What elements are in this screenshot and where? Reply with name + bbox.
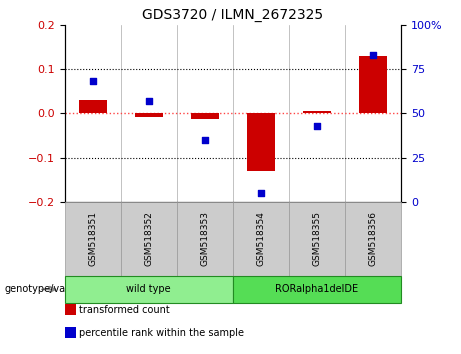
Title: GDS3720 / ILMN_2672325: GDS3720 / ILMN_2672325 — [142, 8, 323, 22]
Text: GSM518353: GSM518353 — [200, 211, 209, 267]
Point — [257, 190, 265, 196]
Bar — [78, 100, 106, 113]
Bar — [135, 113, 163, 117]
Text: RORalpha1delDE: RORalpha1delDE — [275, 284, 359, 295]
Point — [313, 123, 321, 129]
Bar — [359, 56, 387, 113]
Point — [201, 137, 208, 143]
Text: GSM518351: GSM518351 — [88, 211, 97, 267]
Text: wild type: wild type — [126, 284, 171, 295]
Point — [89, 79, 96, 84]
Text: transformed count: transformed count — [79, 305, 170, 315]
Text: GSM518356: GSM518356 — [368, 211, 378, 267]
Bar — [191, 113, 219, 119]
Point — [369, 52, 377, 58]
Text: GSM518352: GSM518352 — [144, 211, 153, 267]
Text: GSM518355: GSM518355 — [313, 211, 321, 267]
Bar — [247, 113, 275, 171]
Bar — [303, 111, 331, 113]
Point — [145, 98, 152, 104]
Text: percentile rank within the sample: percentile rank within the sample — [79, 328, 244, 338]
Text: genotype/variation: genotype/variation — [5, 284, 97, 295]
Text: GSM518354: GSM518354 — [256, 211, 266, 267]
